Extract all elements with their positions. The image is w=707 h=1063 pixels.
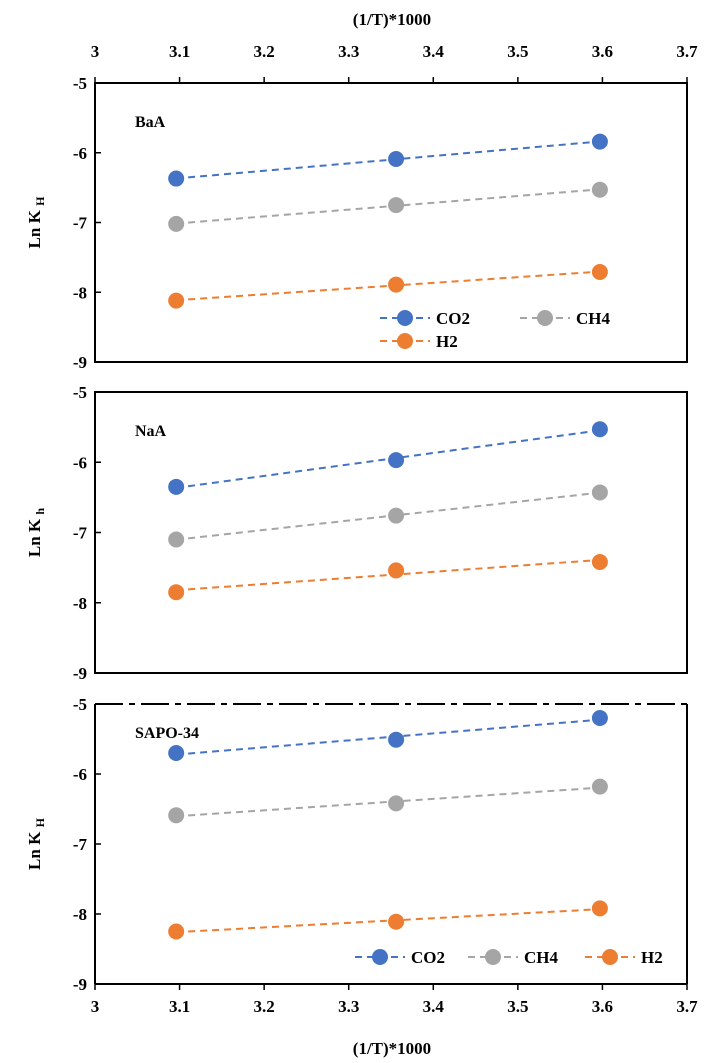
y-axis-title: Ln K h bbox=[25, 508, 47, 558]
trendline-h2 bbox=[176, 558, 600, 592]
data-point-co2 bbox=[388, 452, 405, 469]
y-tick-label: -9 bbox=[73, 353, 87, 372]
data-point-h2 bbox=[591, 264, 608, 281]
legend-marker-co2 bbox=[372, 949, 388, 965]
data-point-h2 bbox=[388, 562, 405, 579]
data-point-co2 bbox=[168, 478, 185, 495]
y-axis-title-subscript: H bbox=[33, 817, 47, 827]
trendline-co2 bbox=[176, 718, 600, 756]
y-axis-title: Ln K H bbox=[25, 196, 47, 249]
data-point-ch4 bbox=[388, 795, 405, 812]
x-tick-label: 3.5 bbox=[507, 997, 528, 1016]
legend-marker-co2 bbox=[397, 310, 413, 326]
data-point-ch4 bbox=[591, 778, 608, 795]
chart-panel-2: -5 -6 -7 -8 -9 Ln K h NaA bbox=[25, 383, 688, 683]
trendline-h2 bbox=[176, 270, 600, 302]
chart-panel-1: -5 -6 -7 -8 -9 3 3.1 3.2 3.3 3.4 3.5 3.6 3.7 Ln K H Ba… bbox=[25, 42, 698, 372]
x-tick-label: 3.7 bbox=[676, 42, 698, 61]
data-point-co2 bbox=[591, 421, 608, 438]
x-tick-label: 3.1 bbox=[169, 42, 190, 61]
data-point-co2 bbox=[388, 731, 405, 748]
y-tick-label: -6 bbox=[73, 453, 87, 472]
legend-marker-h2 bbox=[397, 333, 413, 349]
y-tick-label: -9 bbox=[73, 975, 87, 994]
data-point-co2 bbox=[591, 710, 608, 726]
legend-marker-ch4 bbox=[485, 949, 501, 965]
data-point-h2 bbox=[388, 913, 405, 930]
data-point-co2 bbox=[591, 133, 608, 150]
x-tick-label: 3.7 bbox=[676, 997, 698, 1016]
y-axis-title-main: Ln K bbox=[25, 206, 44, 249]
legend-label-co2: CO2 bbox=[436, 309, 470, 328]
legend-label-co2: CO2 bbox=[411, 948, 445, 967]
y-tick-label: -7 bbox=[73, 214, 88, 233]
data-point-ch4 bbox=[388, 507, 405, 524]
legend-label-ch4: CH4 bbox=[524, 948, 559, 967]
x-tick-label: 3.6 bbox=[592, 42, 613, 61]
y-axis-title-subscript: h bbox=[33, 508, 47, 515]
y-tick-label: -7 bbox=[73, 835, 88, 854]
trendline-h2 bbox=[176, 908, 600, 934]
panel-label: NaA bbox=[135, 423, 167, 440]
data-point-h2 bbox=[591, 554, 608, 571]
y-axis-title-subscript: H bbox=[33, 196, 47, 206]
trendline-ch4 bbox=[176, 491, 601, 541]
y-tick-label: -6 bbox=[73, 765, 87, 784]
y-tick-label: -8 bbox=[73, 905, 87, 924]
x-tick-label: 3.3 bbox=[338, 42, 359, 61]
y-tick-label: -9 bbox=[73, 664, 87, 683]
chart-panel-3: -5 -6 -7 -8 -93 3.1 3.2 3.3 3.4 3.5 3.6 3.7 Ln K H SA… bbox=[25, 695, 698, 1016]
x-tick-label: 3.6 bbox=[592, 997, 613, 1016]
y-tick-label: -8 bbox=[73, 283, 87, 302]
x-tick-label: 3.1 bbox=[169, 997, 190, 1016]
trendline-co2 bbox=[176, 140, 600, 180]
data-point-co2 bbox=[168, 170, 185, 187]
x-tick-label: 3.5 bbox=[507, 42, 528, 61]
trendline-ch4 bbox=[176, 786, 600, 818]
legend-marker-h2 bbox=[602, 949, 618, 965]
y-axis-title: Ln K H bbox=[25, 817, 47, 870]
x-tick-label: 3.4 bbox=[423, 997, 445, 1016]
data-point-h2 bbox=[168, 923, 185, 940]
data-point-ch4 bbox=[591, 181, 608, 198]
data-point-ch4 bbox=[168, 215, 185, 232]
data-point-co2 bbox=[168, 745, 185, 761]
data-point-ch4 bbox=[168, 531, 185, 548]
x-tick-label: 3 bbox=[91, 997, 100, 1016]
bottom-axis-title: (1/T)*1000 bbox=[353, 1039, 431, 1058]
data-point-ch4 bbox=[388, 197, 405, 214]
y-axis-title-main: Ln K bbox=[25, 515, 44, 558]
y-tick-label: -8 bbox=[73, 594, 87, 613]
legend-label-h2: H2 bbox=[436, 332, 458, 351]
chart-panels: -5-6-7-8-93 3.1 3.2 3.3 3.4 3.5 3.6 3.7Ln K HBa… bbox=[25, 42, 698, 1016]
x-tick-label: 3.3 bbox=[338, 997, 359, 1016]
y-tick-label: -5 bbox=[73, 383, 87, 402]
data-point-h2 bbox=[591, 900, 608, 917]
y-tick-label: -6 bbox=[73, 144, 87, 163]
x-tick-label: 3 bbox=[91, 42, 100, 61]
legend-label-ch4: CH4 bbox=[576, 309, 611, 328]
x-tick-label: 3.2 bbox=[254, 42, 275, 61]
y-tick-label: -7 bbox=[73, 524, 88, 543]
y-tick-label: -5 bbox=[73, 74, 87, 93]
x-tick-label: 3.2 bbox=[254, 997, 275, 1016]
data-point-ch4 bbox=[168, 807, 185, 824]
data-point-h2 bbox=[168, 584, 185, 601]
panel-label: SAPO-34 bbox=[135, 725, 199, 742]
top-axis-title: (1/T)*1000 bbox=[353, 10, 431, 29]
data-point-co2 bbox=[388, 151, 405, 168]
y-axis-title-main: Ln K bbox=[25, 827, 44, 870]
trendline-ch4 bbox=[176, 188, 600, 225]
trendline-co2 bbox=[176, 429, 601, 489]
y-tick-label: -5 bbox=[73, 695, 87, 714]
data-point-ch4 bbox=[591, 484, 608, 501]
x-tick-label: 3.4 bbox=[423, 42, 445, 61]
data-point-h2 bbox=[388, 276, 405, 293]
legend-marker-ch4 bbox=[537, 310, 553, 326]
legend-label-h2: H2 bbox=[641, 948, 663, 967]
panel-label: BaA bbox=[135, 114, 166, 131]
data-point-h2 bbox=[168, 292, 185, 309]
